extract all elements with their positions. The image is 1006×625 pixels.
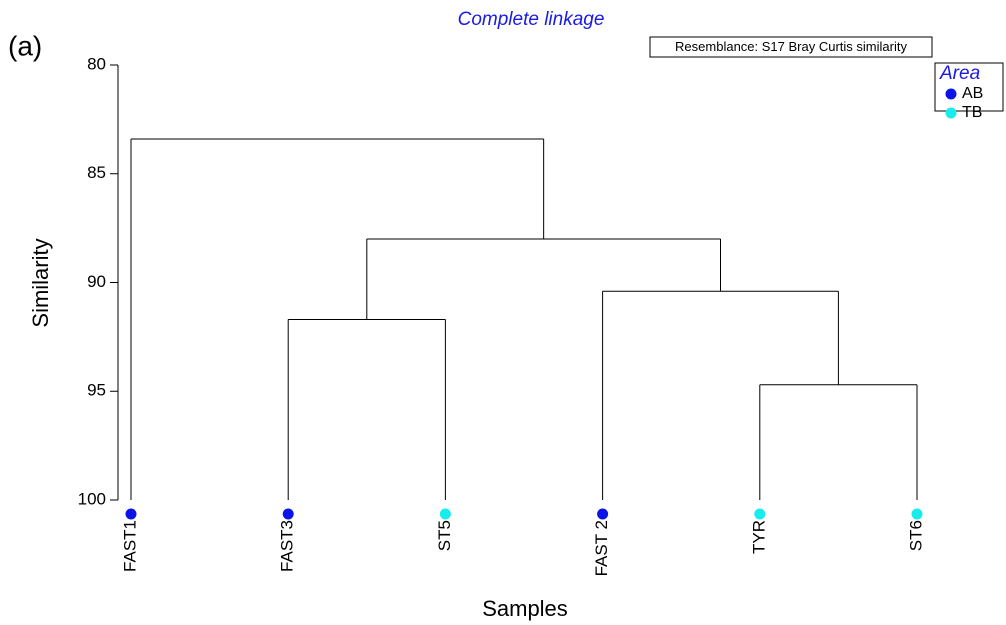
note: Resemblance: S17 Bray Curtis similarity: [675, 39, 907, 54]
dendrogram-link: [287, 318, 446, 500]
legend-marker: [945, 107, 957, 119]
legend-marker: [945, 88, 957, 100]
leaf-marker: [282, 508, 294, 520]
y-tick-label: 85: [87, 163, 106, 182]
leaf-marker: [911, 508, 923, 520]
dendrogram-link: [130, 138, 545, 500]
leaf-marker: [754, 508, 766, 520]
y-axis-label: Similarity: [28, 238, 53, 327]
leaf-marker: [125, 508, 137, 520]
leaf-label: FAST 2: [592, 520, 611, 576]
legend-label: TB: [962, 104, 982, 121]
y-tick-label: 95: [87, 381, 106, 400]
dendrogram-link: [366, 238, 721, 320]
leaf-marker: [597, 508, 609, 520]
x-axis-label: Samples: [482, 596, 568, 621]
legend-label: AB: [962, 85, 983, 102]
y-tick-label: 90: [87, 272, 106, 291]
dendrogram-link: [602, 290, 839, 500]
legend-box: [934, 62, 1004, 112]
dendrogram-link: [759, 384, 918, 500]
y-tick-label: 80: [87, 54, 106, 73]
leaf-label: ST6: [906, 520, 925, 551]
note-box: [649, 36, 933, 58]
leaf-label: ST5: [435, 520, 454, 551]
legend-title: Area: [939, 63, 980, 84]
panel-label: (a): [8, 30, 42, 61]
chart-title: Complete linkage: [458, 9, 605, 30]
y-tick-label: 100: [78, 489, 106, 508]
leaf-label: FAST1: [120, 520, 139, 572]
leaf-label: TYR: [749, 520, 768, 554]
leaf-marker: [439, 508, 451, 520]
leaf-label: FAST3: [278, 520, 297, 572]
